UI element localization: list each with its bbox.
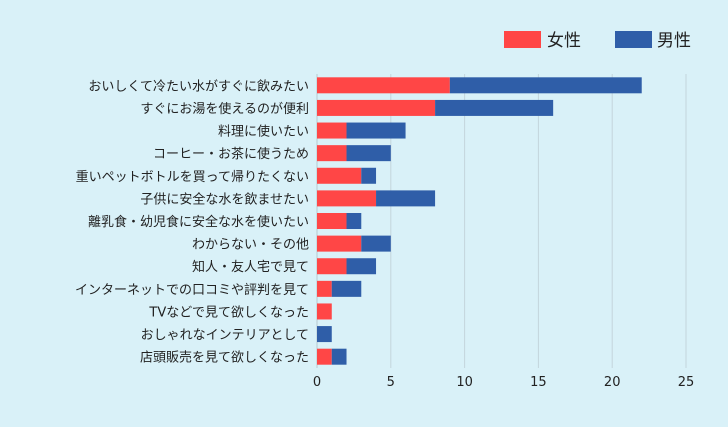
category-label: 離乳食・幼児食に安全な水を使いたい (88, 214, 309, 230)
x-tick-label: 10 (456, 375, 473, 390)
category-label: すぐにお湯を使えるのが便利 (140, 101, 309, 117)
bar-segment-male (376, 190, 436, 207)
bar-segment-female (317, 77, 450, 94)
bar-segment-female (317, 122, 347, 139)
bar-segment-female (317, 235, 362, 252)
bar-segment-female (317, 99, 436, 116)
legend-label-male: 男性 (657, 31, 691, 51)
category-label: インターネットでの口コミや評判を見て (75, 283, 309, 298)
category-label: コーヒー・お茶に使うため (153, 146, 309, 162)
bar-segment-female (317, 213, 347, 229)
x-tick-label: 15 (530, 375, 547, 390)
legend-label-female: 女性 (547, 31, 581, 51)
bar-segment-male (346, 122, 406, 139)
category-label: おいしくて冷たい水がすぐに飲みたい (88, 78, 309, 94)
bar-segment-male (346, 145, 391, 162)
bar-segment-female (317, 190, 377, 207)
bar-segment-male (317, 326, 332, 343)
legend-swatch-female (504, 31, 541, 48)
bar-segment-male (331, 280, 362, 297)
category-label: わからない・その他 (192, 238, 309, 253)
x-tick-label: 25 (678, 375, 695, 390)
bar-segment-female (317, 348, 332, 365)
category-label: TVなどで見て欲しくなった (148, 304, 309, 320)
bar-segment-female (317, 280, 332, 297)
bar-segment-female (317, 167, 362, 184)
category-label: 店頭販売を見て欲しくなった (140, 350, 309, 366)
category-label: おしゃれなインテリアとして (141, 328, 309, 343)
legend-swatch-male (615, 31, 652, 48)
bar-segment-male (346, 258, 377, 275)
category-label: 知人・友人宅で見て (192, 259, 309, 275)
bar-segment-female (317, 258, 347, 275)
x-tick-label: 5 (387, 375, 395, 390)
bar-segment-male (331, 348, 347, 365)
x-tick-label: 0 (313, 375, 321, 390)
category-label: 重いペットボトルを買って帰りたくない (76, 169, 309, 185)
bar-segment-male (435, 99, 554, 116)
bar-segment-male (346, 213, 362, 229)
category-label: 料理に使いたい (218, 124, 309, 140)
category-label: 子供に安全な水を飲ませたい (140, 191, 309, 207)
bar-segment-male (361, 235, 391, 252)
bar-segment-male (361, 167, 377, 184)
x-tick-label: 20 (604, 375, 621, 390)
bar-segment-female (317, 145, 347, 162)
bar-segment-female (317, 303, 332, 320)
bar-segment-male (449, 77, 642, 94)
